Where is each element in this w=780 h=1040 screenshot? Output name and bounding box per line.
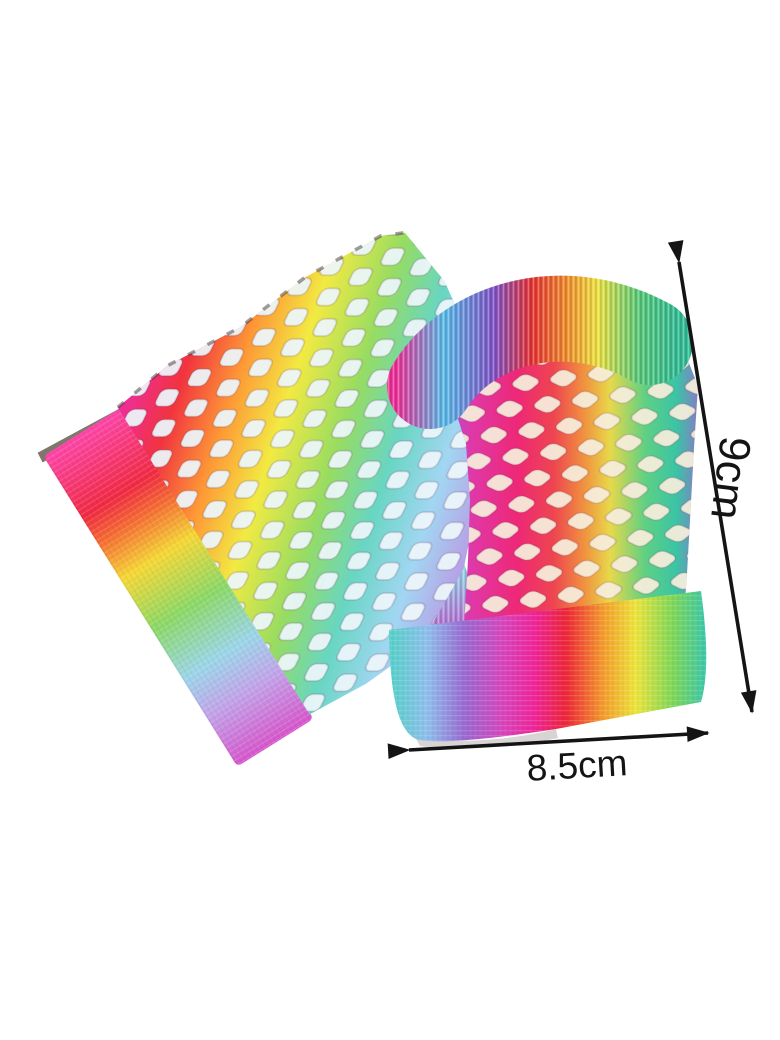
height-dimension-arrow <box>667 240 757 714</box>
right-glove-fishnet <box>446 300 698 642</box>
right-glove-top-cuff <box>387 275 693 429</box>
left-glove-fishnet <box>116 230 483 715</box>
width-dimension-arrow <box>387 726 710 760</box>
left-glove-cuff-band <box>45 410 312 765</box>
left-glove <box>37 230 483 765</box>
